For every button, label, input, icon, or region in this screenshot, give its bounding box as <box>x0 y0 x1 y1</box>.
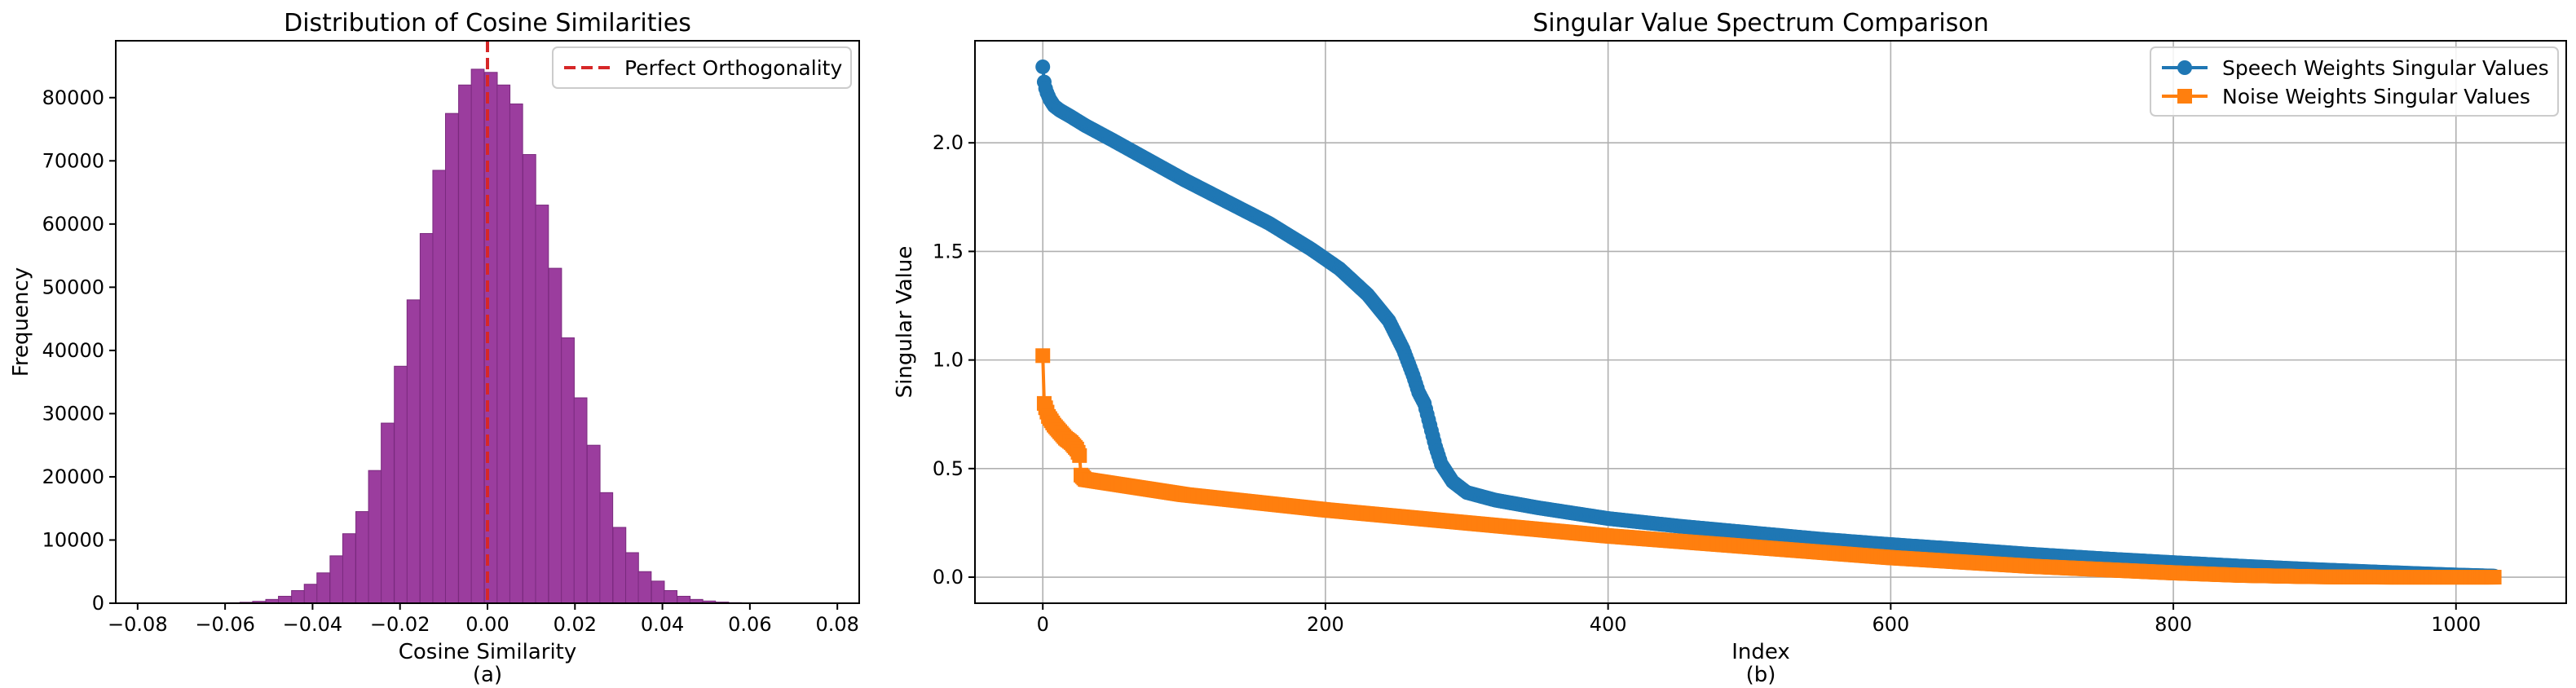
legend-label-reference: Perfect Orthogonality <box>624 56 842 80</box>
y-tick-label: 60000 <box>42 213 104 236</box>
histogram-bar <box>651 580 665 604</box>
panel-b-x-axis-label: Index <box>1731 640 1790 664</box>
data-point <box>2486 570 2502 585</box>
histogram-bar <box>496 84 511 604</box>
histogram-bar <box>394 365 408 604</box>
y-tick-label: 20000 <box>42 465 104 488</box>
panel-b-legend: Speech Weights Singular Values Noise Wei… <box>2150 46 2559 117</box>
panel-b-frame <box>974 40 2567 604</box>
histogram-bar <box>432 170 447 604</box>
histogram-bar <box>664 589 678 604</box>
panel-a-x-ticks: −0.08 −0.06 −0.04 −0.02 0.00 0.02 0.04 0.06 0.08 <box>108 603 859 636</box>
x-tick-label: 0.04 <box>641 613 684 636</box>
panel-b-grid <box>975 41 2566 603</box>
series-noise <box>1035 348 2502 585</box>
y-tick-label: 10000 <box>42 528 104 551</box>
histogram-bar <box>586 444 601 604</box>
histogram-bar <box>316 572 331 604</box>
y-tick-label: 80000 <box>42 86 104 109</box>
histogram-bar <box>548 267 562 604</box>
data-point <box>1035 348 1051 364</box>
panel-b-y-axis-label: Singular Value <box>893 246 917 399</box>
histogram-bar <box>637 571 652 604</box>
x-tick-label: 0.00 <box>465 613 509 636</box>
histogram-bar <box>291 589 305 604</box>
histogram-bar <box>355 511 369 604</box>
histogram-bar <box>470 68 485 604</box>
x-tick-label: 600 <box>1872 613 1909 636</box>
y-tick-label: 1.0 <box>933 349 964 372</box>
histogram-bar <box>303 584 318 604</box>
panel-b-series <box>1035 59 2502 585</box>
panel-a-x-axis-label: Cosine Similarity <box>399 640 577 664</box>
y-tick-label: 0.5 <box>933 457 964 480</box>
y-tick-label: 40000 <box>42 339 104 362</box>
histogram-bar <box>625 552 639 604</box>
x-tick-label: 0.06 <box>728 613 771 636</box>
panel-a-bars <box>136 68 819 604</box>
data-point <box>1035 59 1051 74</box>
legend-box <box>2150 46 2559 117</box>
panel-b-title: Singular Value Spectrum Comparison <box>1533 9 1988 37</box>
y-tick-label: 2.0 <box>933 131 964 154</box>
panel-b-y-ticks: 0.0 0.5 1.0 1.5 2.0 <box>933 131 975 589</box>
histogram-bar <box>406 299 421 604</box>
x-tick-label: 400 <box>1590 613 1627 636</box>
x-tick-label: 1000 <box>2431 613 2481 636</box>
histogram-bar <box>329 555 344 604</box>
panel-a-caption: (a) <box>473 663 502 687</box>
x-tick-label: 0 <box>1037 613 1049 636</box>
histogram-bar <box>381 422 395 604</box>
x-tick-label: 0.08 <box>815 613 858 636</box>
panel-b-caption: (b) <box>1746 663 1776 687</box>
y-tick-label: 70000 <box>42 149 104 172</box>
y-tick-label: 30000 <box>42 402 104 425</box>
panel-a: Distribution of Cosine Similarities −0.0… <box>9 9 860 687</box>
y-tick-label: 0.0 <box>933 566 964 589</box>
legend-box <box>552 46 852 89</box>
legend-marker-speech <box>2177 60 2192 75</box>
histogram-bar <box>522 154 536 604</box>
histogram-bar <box>419 232 434 604</box>
panel-a-title: Distribution of Cosine Similarities <box>284 9 691 37</box>
data-point <box>1072 448 1087 463</box>
histogram-bar <box>599 492 614 604</box>
histogram-bar <box>444 112 459 604</box>
panel-a-y-axis-label: Frequency <box>9 267 33 377</box>
histogram-bar <box>535 205 549 604</box>
histogram-bar <box>278 595 292 604</box>
histogram-bar <box>677 595 691 604</box>
x-tick-label: 800 <box>2155 613 2192 636</box>
x-tick-label: −0.02 <box>370 613 430 636</box>
panel-a-y-ticks: 0 10000 20000 30000 40000 50000 60000 70000 8000… <box>42 86 116 615</box>
panel-a-legend: Perfect Orthogonality <box>552 46 852 89</box>
x-tick-label: −0.04 <box>283 613 343 636</box>
panel-b: Singular Value Spectrum Comparison 0 200 4… <box>893 9 2567 687</box>
y-tick-label: 50000 <box>42 276 104 298</box>
x-tick-label: −0.08 <box>108 613 168 636</box>
y-tick-label: 0 <box>92 592 104 615</box>
x-tick-label: 0.02 <box>554 613 597 636</box>
legend-label-noise: Noise Weights Singular Values <box>2222 85 2530 108</box>
histogram-bar <box>368 470 382 604</box>
histogram-bar <box>561 337 575 604</box>
panel-b-x-ticks: 0 200 400 600 800 1000 <box>1037 603 2481 636</box>
histogram-bar <box>509 104 523 604</box>
legend-label-speech: Speech Weights Singular Values <box>2222 56 2549 80</box>
histogram-bar <box>573 397 588 604</box>
y-tick-label: 1.5 <box>933 240 964 262</box>
x-tick-label: −0.06 <box>195 613 255 636</box>
histogram-bar <box>458 84 472 604</box>
legend-marker-noise <box>2177 89 2192 104</box>
x-tick-label: 200 <box>1307 613 1344 636</box>
histogram-bar <box>342 533 356 604</box>
histogram-bar <box>612 527 627 604</box>
